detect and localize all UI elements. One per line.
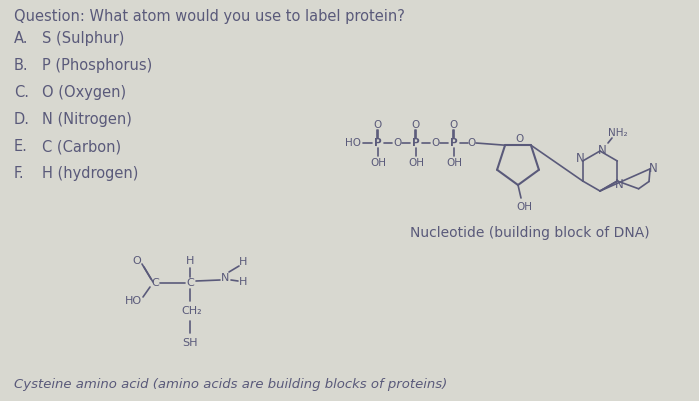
Text: O: O <box>133 256 141 266</box>
Text: N: N <box>221 273 229 283</box>
Text: P: P <box>450 138 458 148</box>
Text: H: H <box>239 277 247 287</box>
Text: P: P <box>374 138 382 148</box>
Text: N (Nitrogen): N (Nitrogen) <box>42 112 132 127</box>
Text: O: O <box>431 138 439 148</box>
Text: C: C <box>151 278 159 288</box>
Text: A.: A. <box>14 31 29 46</box>
Text: Nucleotide (building block of DNA): Nucleotide (building block of DNA) <box>410 226 650 240</box>
Text: Cysteine amino acid (amino acids are building blocks of proteins): Cysteine amino acid (amino acids are bui… <box>14 378 447 391</box>
Text: CH₂: CH₂ <box>182 306 202 316</box>
Text: C (Carbon): C (Carbon) <box>42 139 121 154</box>
Text: N: N <box>598 144 606 158</box>
Text: O: O <box>516 134 524 144</box>
Text: HO: HO <box>345 138 361 148</box>
Text: O: O <box>412 120 420 130</box>
Text: OH: OH <box>516 202 532 212</box>
Text: P (Phosphorus): P (Phosphorus) <box>42 58 152 73</box>
Text: N: N <box>615 178 624 190</box>
Text: OH: OH <box>408 158 424 168</box>
Text: HO: HO <box>124 296 142 306</box>
Text: D.: D. <box>14 112 30 127</box>
Text: SH: SH <box>182 338 198 348</box>
Text: N: N <box>576 152 585 166</box>
Text: F.: F. <box>14 166 24 181</box>
Text: OH: OH <box>370 158 386 168</box>
Text: O: O <box>374 120 382 130</box>
Text: H (hydrogen): H (hydrogen) <box>42 166 138 181</box>
Text: B.: B. <box>14 58 29 73</box>
Text: O: O <box>450 120 458 130</box>
Text: H: H <box>186 256 194 266</box>
Text: E.: E. <box>14 139 28 154</box>
Text: O: O <box>393 138 401 148</box>
Text: NH₂: NH₂ <box>608 128 628 138</box>
Text: C: C <box>186 278 194 288</box>
Text: C.: C. <box>14 85 29 100</box>
Text: N: N <box>649 162 658 175</box>
Text: O (Oxygen): O (Oxygen) <box>42 85 126 100</box>
Text: S (Sulphur): S (Sulphur) <box>42 31 124 46</box>
Text: H: H <box>239 257 247 267</box>
Text: OH: OH <box>446 158 462 168</box>
Text: O: O <box>468 138 476 148</box>
Text: P: P <box>412 138 420 148</box>
Text: Question: What atom would you use to label protein?: Question: What atom would you use to lab… <box>14 9 405 24</box>
